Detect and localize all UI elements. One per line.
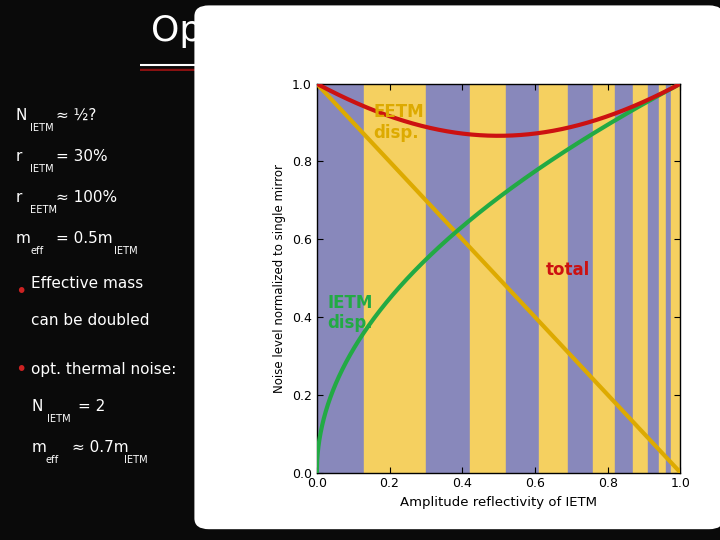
Text: ≈ ½?: ≈ ½?: [55, 108, 96, 123]
Text: EETM: EETM: [30, 205, 58, 214]
Text: IETM: IETM: [47, 414, 70, 424]
X-axis label: Amplitude reflectivity of IETM: Amplitude reflectivity of IETM: [400, 496, 597, 509]
Bar: [539, 84, 567, 472]
Text: Effective mass: Effective mass: [32, 276, 144, 291]
Text: IETM: IETM: [398, 38, 435, 53]
Text: eff: eff: [45, 455, 59, 465]
Text: can be doubled: can be doubled: [32, 313, 150, 328]
Text: opt. thermal noise:: opt. thermal noise:: [32, 362, 177, 377]
Text: r: r: [15, 149, 22, 164]
Bar: [633, 84, 648, 472]
Bar: [671, 84, 680, 472]
Bar: [593, 84, 615, 472]
Text: m: m: [15, 231, 30, 246]
Y-axis label: Noise level normalized to single mirror: Noise level normalized to single mirror: [274, 164, 287, 393]
Bar: [364, 84, 426, 472]
Text: IETM: IETM: [30, 123, 54, 132]
Text: for rad. press.: for rad. press.: [431, 14, 684, 48]
Bar: [648, 84, 659, 472]
Text: Optimize r: Optimize r: [151, 14, 340, 48]
Text: IETM: IETM: [30, 164, 54, 173]
Text: IETM: IETM: [124, 455, 148, 465]
Text: m: m: [32, 440, 46, 455]
Text: N: N: [15, 108, 27, 123]
Bar: [615, 84, 633, 472]
Bar: [506, 84, 539, 472]
Text: = 2: = 2: [78, 399, 105, 414]
Text: = 0.5m: = 0.5m: [55, 231, 112, 246]
Text: = 30%: = 30%: [55, 149, 107, 164]
Text: total: total: [546, 261, 590, 279]
Text: ≈ 0.7m: ≈ 0.7m: [72, 440, 128, 455]
Text: IETM: IETM: [114, 246, 138, 255]
Text: •: •: [15, 282, 27, 301]
Text: r: r: [15, 190, 22, 205]
Text: IETM
disp.: IETM disp.: [328, 294, 374, 333]
Text: ≈ 100%: ≈ 100%: [55, 190, 117, 205]
Text: eff: eff: [30, 246, 44, 255]
Bar: [567, 84, 593, 472]
Bar: [659, 84, 666, 472]
Bar: [469, 84, 506, 472]
Text: N: N: [32, 399, 42, 414]
Bar: [666, 84, 671, 472]
Bar: [317, 84, 364, 472]
Text: EETM
disp.: EETM disp.: [373, 103, 424, 142]
Bar: [426, 84, 469, 472]
Text: •: •: [15, 360, 27, 379]
